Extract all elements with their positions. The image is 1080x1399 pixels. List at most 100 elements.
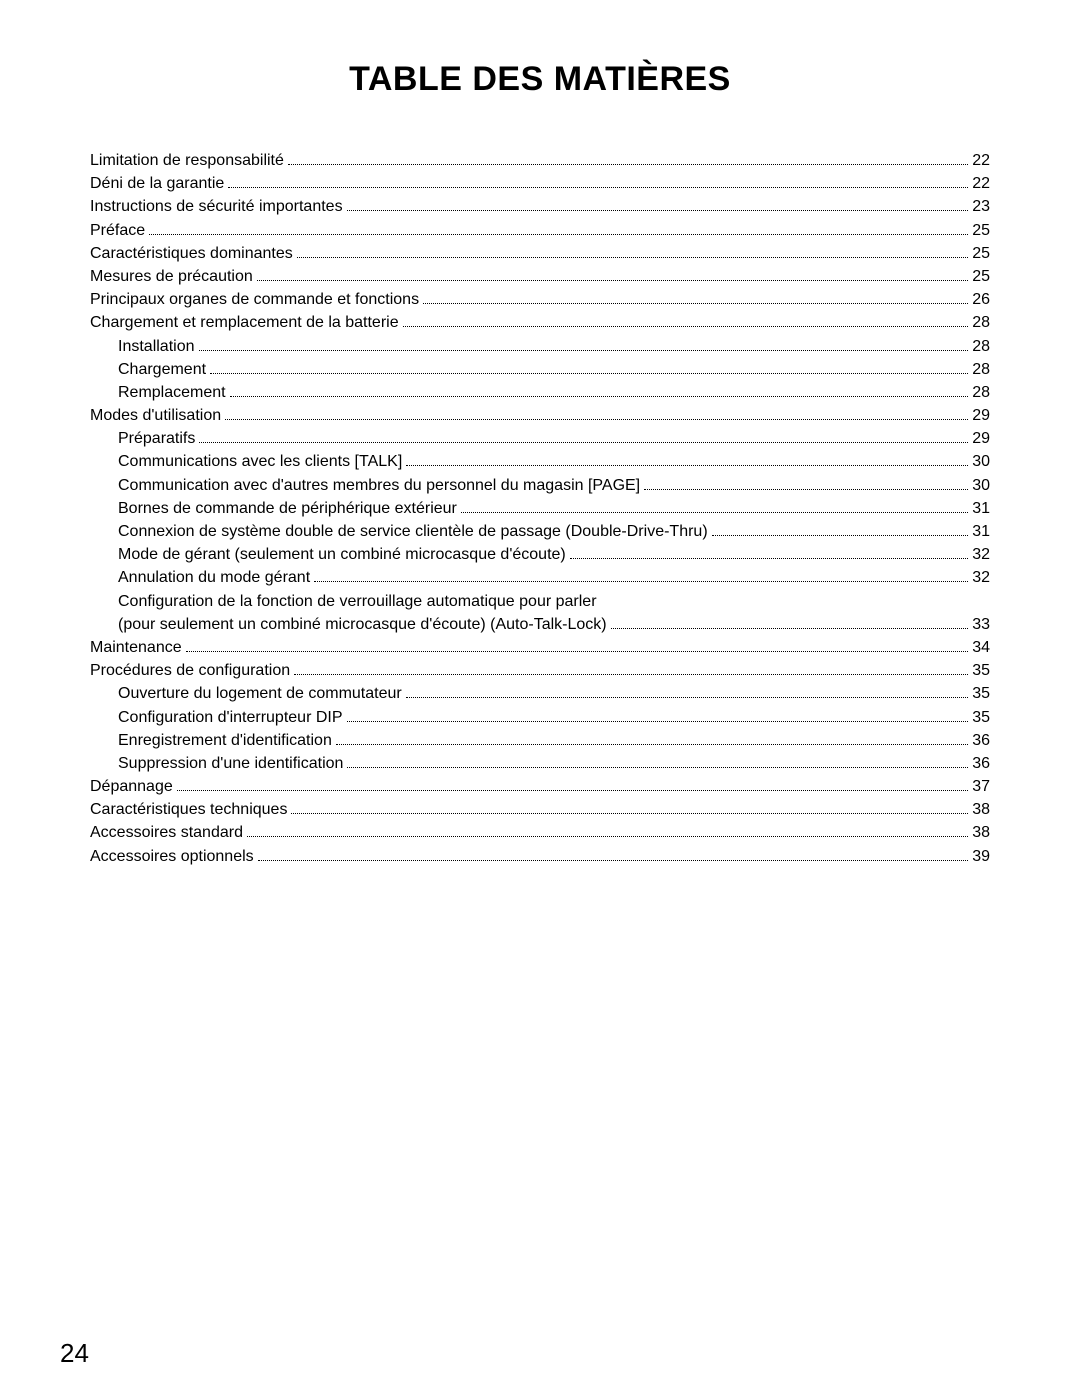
toc-entry-leader [247, 836, 968, 837]
toc-entry-leader [611, 628, 969, 629]
toc-entry-label: Communications avec les clients [TALK] [118, 450, 402, 473]
toc-entry-label: Enregistrement d'identification [118, 729, 332, 752]
toc-entry-page: 29 [972, 404, 990, 427]
toc-entry-page: 30 [972, 474, 990, 497]
toc-entry: Mesures de précaution25 [90, 265, 990, 288]
toc-entry-label: Maintenance [90, 636, 182, 659]
toc-entry: Installation 28 [90, 335, 990, 358]
toc-entry-page: 31 [972, 520, 990, 543]
toc-entry-leader [347, 721, 969, 722]
document-page: TABLE DES MATIÈRES Limitation de respons… [0, 0, 1080, 1399]
toc-entry-leader [177, 790, 968, 791]
toc-entry-label: Suppression d'une identification [118, 752, 343, 775]
toc-entry-leader [336, 744, 968, 745]
toc-entry: (pour seulement un combiné microcasque d… [90, 613, 990, 636]
toc-entry: Communication avec d'autres membres du p… [90, 474, 990, 497]
toc-entry-label: Principaux organes de commande et foncti… [90, 288, 419, 311]
toc-entry-label: Remplacement [118, 381, 226, 404]
toc-entry-leader [644, 489, 968, 490]
toc-entry-label: Chargement et remplacement de la batteri… [90, 311, 399, 334]
toc-entry: Maintenance 34 [90, 636, 990, 659]
toc-entry-page: 26 [972, 288, 990, 311]
toc-entry: Remplacement 28 [90, 381, 990, 404]
toc-entry-page: 36 [972, 752, 990, 775]
toc-entry: Configuration d'interrupteur DIP35 [90, 706, 990, 729]
toc-entry-page: 28 [972, 358, 990, 381]
toc-entry-label: Préparatifs [118, 427, 195, 450]
toc-entry-page: 32 [972, 566, 990, 589]
toc-entry-page: 32 [972, 543, 990, 566]
toc-entry: Enregistrement d'identification 36 [90, 729, 990, 752]
toc-entry-page: 38 [972, 798, 990, 821]
toc-entry-leader [406, 697, 969, 698]
toc-entry-label: Déni de la garantie [90, 172, 224, 195]
toc-entry-page: 28 [972, 381, 990, 404]
toc-entry: Accessoires optionnels 39 [90, 845, 990, 868]
toc-entry-leader [423, 303, 968, 304]
toc-entry-label: Procédures de configuration [90, 659, 290, 682]
toc-entry-leader [258, 860, 969, 861]
toc-entry-label: Accessoires standard [90, 821, 243, 844]
toc-entry-leader [294, 674, 968, 675]
toc-entry-page: 31 [972, 497, 990, 520]
toc-entry-page: 28 [972, 311, 990, 334]
toc-entry-label: Caractéristiques dominantes [90, 242, 293, 265]
toc-entry: Modes d'utilisation29 [90, 404, 990, 427]
toc-entry-label: Configuration de la fonction de verrouil… [118, 590, 597, 613]
toc-entry: Ouverture du logement de commutateur 35 [90, 682, 990, 705]
toc-entry: Caractéristiques dominantes25 [90, 242, 990, 265]
toc-entry: Chargement et remplacement de la batteri… [90, 311, 990, 334]
toc-entry-page: 39 [972, 845, 990, 868]
toc-entry-label: Annulation du mode gérant [118, 566, 310, 589]
toc-entry-label: Préface [90, 219, 145, 242]
toc-entry-leader [347, 767, 968, 768]
toc-entry-label: Bornes de commande de périphérique extér… [118, 497, 457, 520]
table-of-contents: Limitation de responsabilité22Déni de la… [90, 149, 990, 868]
toc-entry-leader [403, 326, 969, 327]
page-title: TABLE DES MATIÈRES [90, 60, 990, 99]
toc-entry-label: Caractéristiques techniques [90, 798, 287, 821]
page-number: 24 [60, 1338, 89, 1369]
toc-entry-leader [461, 512, 968, 513]
toc-entry-page: 36 [972, 729, 990, 752]
toc-entry-label: Ouverture du logement de commutateur [118, 682, 402, 705]
toc-entry-page: 38 [972, 821, 990, 844]
toc-entry-page: 37 [972, 775, 990, 798]
toc-entry: Déni de la garantie22 [90, 172, 990, 195]
toc-entry-leader [297, 257, 968, 258]
toc-entry-leader [199, 442, 968, 443]
toc-entry: Connexion de système double de service c… [90, 520, 990, 543]
toc-entry-leader [347, 210, 969, 211]
toc-entry: Bornes de commande de périphérique extér… [90, 497, 990, 520]
toc-entry: Caractéristiques techniques 38 [90, 798, 990, 821]
toc-entry: Configuration de la fonction de verrouil… [90, 590, 990, 613]
toc-entry-page: 35 [972, 706, 990, 729]
toc-entry-leader [291, 813, 968, 814]
toc-entry-leader [570, 558, 968, 559]
toc-entry-leader [199, 350, 969, 351]
toc-entry: Annulation du mode gérant 32 [90, 566, 990, 589]
toc-entry-label: Chargement [118, 358, 206, 381]
toc-entry-page: 34 [972, 636, 990, 659]
toc-entry: Préface25 [90, 219, 990, 242]
toc-entry-leader [230, 396, 969, 397]
toc-entry-label: Mode de gérant (seulement un combiné mic… [118, 543, 566, 566]
toc-entry: Dépannage37 [90, 775, 990, 798]
toc-entry-page: 35 [972, 659, 990, 682]
toc-entry: Communications avec les clients [TALK]30 [90, 450, 990, 473]
toc-entry-page: 35 [972, 682, 990, 705]
toc-entry: Limitation de responsabilité22 [90, 149, 990, 172]
toc-entry-leader [186, 651, 969, 652]
toc-entry-page: 28 [972, 335, 990, 358]
toc-entry-label: Limitation de responsabilité [90, 149, 284, 172]
toc-entry-leader [406, 465, 968, 466]
toc-entry-label: Accessoires optionnels [90, 845, 254, 868]
toc-entry-label: (pour seulement un combiné microcasque d… [118, 613, 607, 636]
toc-entry-leader [149, 234, 968, 235]
toc-entry: Procédures de configuration 35 [90, 659, 990, 682]
toc-entry-leader [210, 373, 968, 374]
toc-entry-page: 29 [972, 427, 990, 450]
toc-entry: Instructions de sécurité importantes23 [90, 195, 990, 218]
toc-entry: Chargement 28 [90, 358, 990, 381]
toc-entry-label: Installation [118, 335, 195, 358]
